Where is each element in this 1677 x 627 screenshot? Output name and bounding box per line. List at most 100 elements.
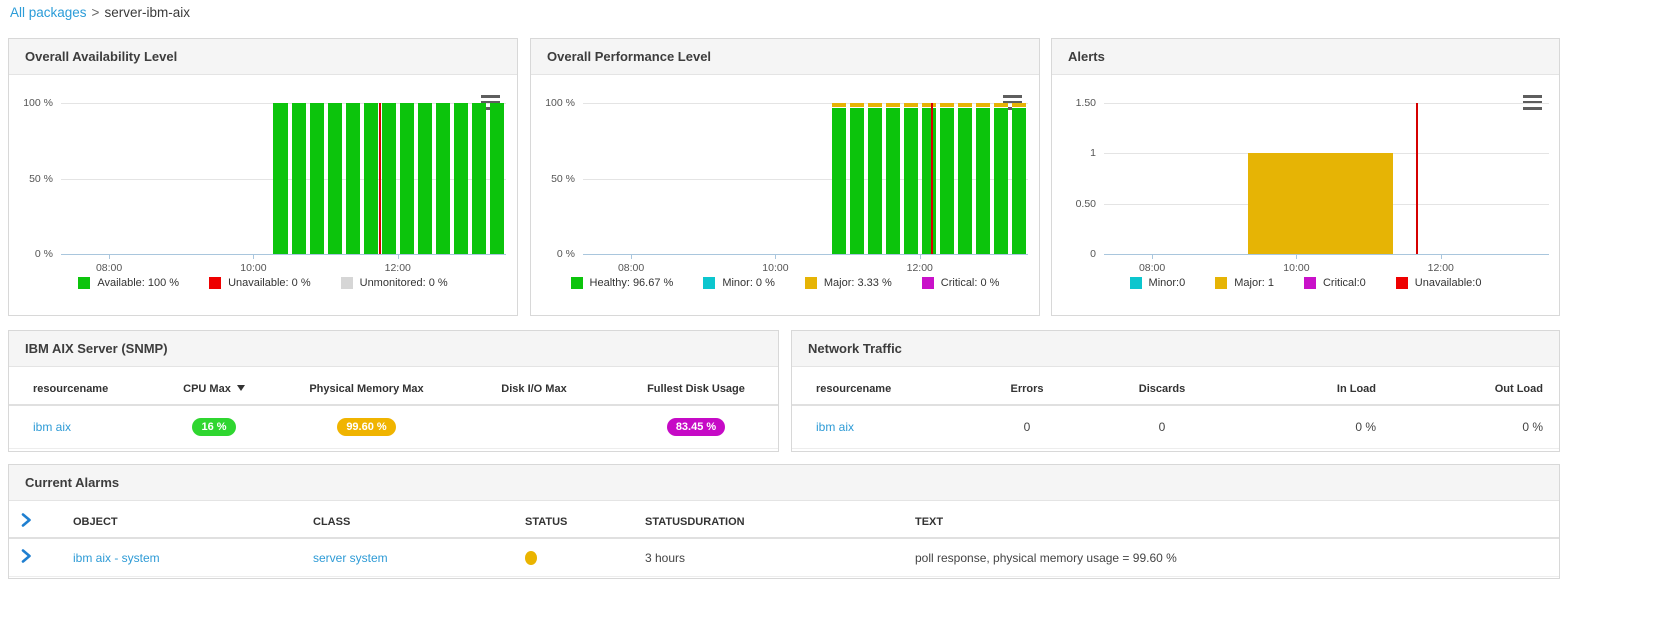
- column-header-resourcename[interactable]: resourcename: [816, 383, 892, 395]
- chart-bar-segment: [831, 108, 846, 254]
- gridline: [1104, 103, 1549, 104]
- column-header-fullest-disk-usage[interactable]: Fullest Disk Usage: [647, 383, 745, 395]
- chart-bar-segment: [903, 108, 918, 254]
- legend-label: Available: 100 %: [97, 277, 180, 289]
- legend-item: Healthy: 96.67 %: [570, 277, 674, 289]
- chart-bar-segment: [435, 103, 450, 254]
- column-header-text[interactable]: TEXT: [915, 515, 944, 528]
- y-tick-label: 0 %: [556, 248, 575, 260]
- breadcrumb-current: server-ibm-aix: [104, 5, 190, 20]
- alarm-object-link[interactable]: ibm aix - system: [73, 550, 160, 565]
- expand-all-button[interactable]: [21, 513, 32, 530]
- alerts-chart: 0 0.50 1 1.50 08:00 10:00 12:00 Minor:0 Major: 1…: [1052, 75, 1559, 316]
- x-tick-mark: [397, 254, 399, 259]
- column-header-errors[interactable]: Errors: [1010, 383, 1044, 395]
- breadcrumb-link-all-packages[interactable]: All packages: [10, 5, 87, 20]
- time-marker-line: [378, 103, 381, 254]
- chart-bar-segment: [939, 108, 954, 254]
- chart-bar-segment: [327, 103, 342, 254]
- column-header-disk-io-max[interactable]: Disk I/O Max: [501, 383, 567, 395]
- cpu-max-badge[interactable]: 16 %: [192, 418, 236, 436]
- x-tick-mark: [1440, 254, 1442, 259]
- x-tick-label: 10:00: [240, 262, 267, 274]
- legend-item: Critical:0: [1303, 277, 1366, 289]
- chart-menu-button[interactable]: [1523, 95, 1545, 112]
- x-tick-mark: [631, 254, 633, 259]
- resource-link[interactable]: ibm aix: [33, 420, 72, 434]
- chart-bar-segment: [309, 103, 324, 254]
- column-header-status[interactable]: STATUS: [525, 515, 568, 528]
- breadcrumb-separator: >: [91, 5, 100, 20]
- legend-swatch: [1395, 277, 1408, 289]
- legend-swatch: [570, 277, 583, 289]
- chart-bar-segment: [1011, 108, 1026, 254]
- x-tick-label: 12:00: [906, 262, 933, 274]
- column-header-cpu-max[interactable]: CPU Max: [149, 383, 279, 395]
- column-header-in-load[interactable]: In Load: [1336, 383, 1376, 395]
- column-header-statusduration[interactable]: STATUSDURATION: [645, 515, 745, 528]
- y-tick-label: 100 %: [23, 97, 53, 109]
- legend-item: Major: 3.33 %: [804, 277, 892, 289]
- y-tick-label: 0: [1090, 248, 1096, 260]
- legend-item: Available: 100 %: [78, 277, 179, 289]
- legend-label: Unmonitored: 0 %: [359, 277, 448, 289]
- snmp-table: resourcename CPU Max Physical Memory Max…: [9, 367, 778, 449]
- x-axis-line: [583, 254, 1028, 255]
- chart-bar-segment: [273, 103, 288, 254]
- chart-bar-segment: [957, 103, 972, 109]
- x-tick-mark: [1296, 254, 1298, 259]
- table-row: ibm aix 0 0 0 % 0 %: [792, 406, 1559, 449]
- breadcrumb: All packages > server-ibm-aix: [10, 5, 190, 20]
- column-header-out-load[interactable]: Out Load: [1494, 383, 1543, 395]
- chart-bar-segment: [363, 103, 378, 254]
- resource-link[interactable]: ibm aix: [816, 420, 855, 434]
- chart-bar-segment: [345, 103, 360, 254]
- chart-bar-segment: [831, 103, 846, 109]
- status-dot: [525, 550, 537, 565]
- table-row: ibm aix 16 % 99.60 % 83.45 %: [9, 406, 778, 449]
- network-traffic-panel: Network Traffic resourcename Errors Disc…: [791, 330, 1560, 452]
- legend-label: Minor: 0 %: [722, 277, 775, 289]
- physical-memory-max-badge[interactable]: 99.60 %: [337, 418, 396, 436]
- chart-bar-segment: [921, 103, 936, 109]
- legend-label: Healthy: 96.67 %: [589, 277, 674, 289]
- errors-value: 0: [1023, 420, 1031, 434]
- hamburger-icon: [1523, 95, 1545, 110]
- column-header-physical-memory-max[interactable]: Physical Memory Max: [309, 383, 424, 395]
- legend-swatch: [340, 277, 353, 289]
- legend-item: Minor: 0 %: [703, 277, 775, 289]
- legend-label: Critical: 0 %: [940, 277, 1000, 289]
- chart-bar-segment: [867, 103, 882, 109]
- expand-row-button[interactable]: [21, 549, 32, 566]
- panel-title-current-alarms: Current Alarms: [9, 465, 1559, 501]
- legend-item: Minor:0: [1129, 277, 1186, 289]
- chart-bar-segment: [903, 103, 918, 109]
- chart-bar-segment: [399, 103, 414, 254]
- alarm-class-link[interactable]: server system: [313, 550, 388, 565]
- legend-swatch: [921, 277, 934, 289]
- panel-title-availability: Overall Availability Level: [9, 39, 517, 75]
- column-header-class[interactable]: CLASS: [313, 515, 351, 528]
- legend-label: Major: 1: [1234, 277, 1274, 289]
- chart-bar-segment: [885, 108, 900, 254]
- legend-swatch: [1215, 277, 1228, 289]
- x-tick-mark: [919, 254, 921, 259]
- legend-label: Major: 3.33 %: [823, 277, 892, 289]
- x-tick-mark: [775, 254, 777, 259]
- legend-item: Unmonitored: 0 %: [340, 277, 448, 289]
- column-header-object[interactable]: OBJECT: [73, 515, 118, 528]
- y-tick-label: 1: [1090, 147, 1096, 160]
- performance-panel: Overall Performance Level 0 % 50 % 100 % 08…: [530, 38, 1040, 316]
- legend-swatch: [209, 277, 222, 289]
- legend-label: Unavailable:0: [1414, 277, 1482, 289]
- column-header-discards[interactable]: Discards: [1138, 383, 1186, 395]
- legend-label: Critical:0: [1322, 277, 1366, 289]
- fullest-disk-usage-badge[interactable]: 83.45 %: [666, 418, 726, 436]
- legend-item: Unavailable: 0 %: [209, 277, 311, 289]
- x-tick-label: 10:00: [762, 262, 789, 274]
- legend-label: Minor:0: [1148, 277, 1186, 289]
- network-table-header: resourcename Errors Discards In Load Out…: [792, 367, 1559, 406]
- x-tick-label: 08:00: [95, 262, 123, 274]
- column-header-resourcename[interactable]: resourcename: [33, 383, 109, 395]
